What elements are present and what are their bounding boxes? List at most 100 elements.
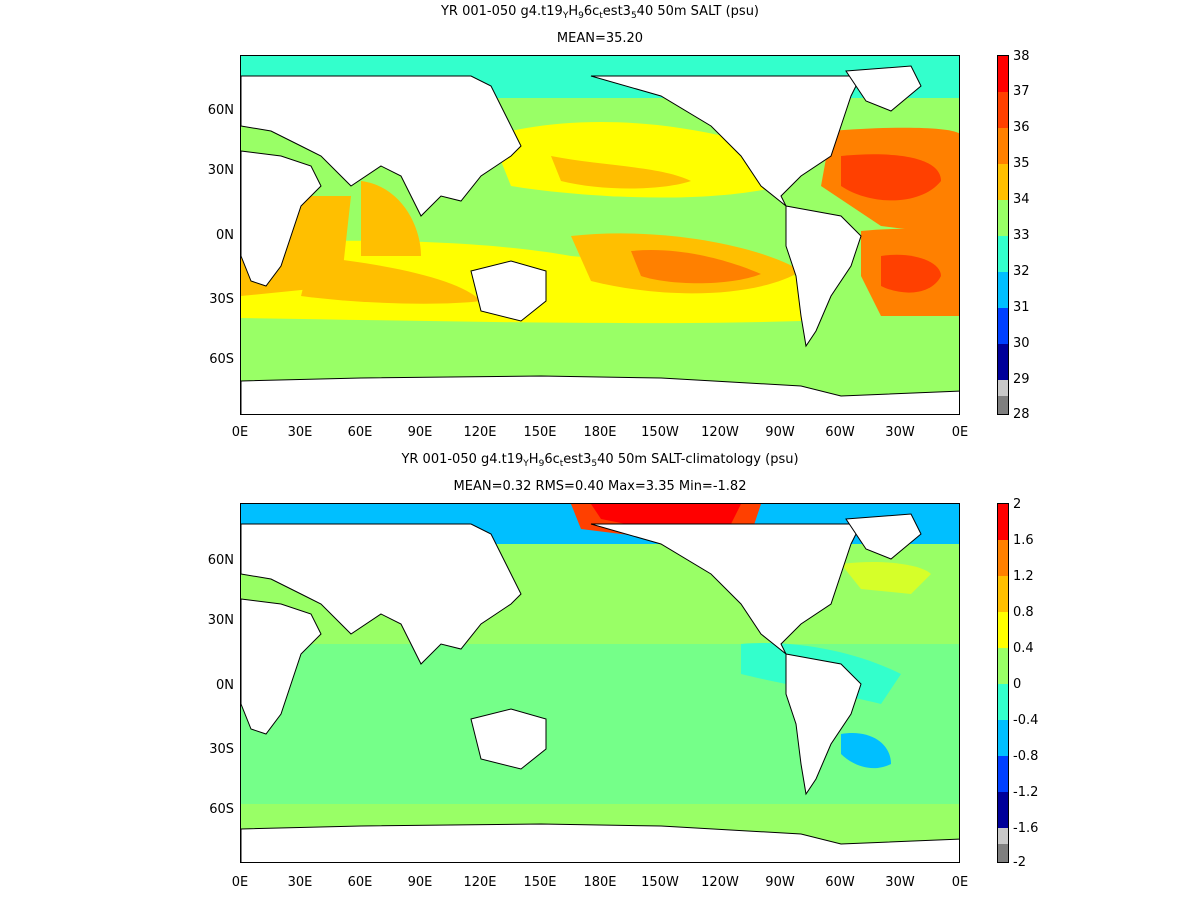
lon-label: 120E bbox=[463, 425, 497, 440]
colorbar-tick: 34 bbox=[1013, 192, 1030, 207]
colorbar-tick: 36 bbox=[1013, 120, 1030, 135]
lat-label: 30S bbox=[209, 742, 234, 757]
lon-label: 0E bbox=[951, 425, 969, 440]
salinity-bias-map-svg bbox=[241, 504, 959, 862]
lon-label: 30E bbox=[287, 425, 313, 440]
colorbar-tick: 35 bbox=[1013, 156, 1030, 171]
salinity-bias-map bbox=[240, 503, 960, 863]
colorbar-tick: 0.4 bbox=[1013, 641, 1034, 656]
lat-label: 30S bbox=[209, 292, 234, 307]
north-america bbox=[590, 523, 862, 655]
north-atlantic-high bbox=[841, 154, 941, 201]
greenland bbox=[845, 65, 922, 112]
lon-label: 0E bbox=[951, 875, 969, 890]
lon-label: 150E bbox=[523, 425, 557, 440]
colorbar-swatch bbox=[998, 756, 1008, 792]
lon-label: 30W bbox=[885, 875, 915, 890]
colorbar-tick: -1.6 bbox=[1013, 821, 1039, 836]
top-panel-title: YR 001-050 g4.t19YH96ctest3540 50m SALT … bbox=[440, 4, 760, 21]
africa bbox=[241, 598, 322, 735]
colorbar-swatch bbox=[998, 504, 1008, 540]
colorbar-tick: 0 bbox=[1013, 677, 1022, 692]
colorbar-swatch bbox=[998, 828, 1008, 844]
colorbar-tick: -1.2 bbox=[1013, 785, 1039, 800]
colorbar-swatch bbox=[998, 720, 1008, 756]
arctic-peak-bias bbox=[591, 504, 741, 529]
lat-label: 30N bbox=[207, 163, 234, 178]
colorbar-swatch bbox=[998, 844, 1008, 862]
lon-label: 120W bbox=[701, 425, 739, 440]
colorbar-swatch bbox=[998, 272, 1008, 308]
south-america bbox=[785, 205, 862, 348]
south-atlantic-low bbox=[841, 733, 891, 769]
colorbar-tick: 38 bbox=[1013, 49, 1030, 64]
eurasia bbox=[241, 75, 522, 217]
colorbar-tick: 31 bbox=[1013, 300, 1030, 315]
lon-label: 60E bbox=[347, 875, 373, 890]
colorbar-swatch bbox=[998, 56, 1008, 92]
top-colorbar bbox=[997, 55, 1009, 415]
lon-label: 90E bbox=[407, 875, 433, 890]
lon-label: 30E bbox=[287, 875, 313, 890]
lon-label: 0E bbox=[231, 875, 249, 890]
africa bbox=[241, 150, 322, 287]
top-panel-subtitle: MEAN=35.20 bbox=[556, 31, 644, 46]
colorbar-swatch bbox=[998, 648, 1008, 684]
colorbar-swatch bbox=[998, 92, 1008, 128]
colorbar-swatch bbox=[998, 236, 1008, 272]
south-atlantic-high bbox=[881, 254, 941, 293]
colorbar-tick: -2 bbox=[1013, 855, 1026, 870]
lat-label: 30N bbox=[207, 613, 234, 628]
eurasia bbox=[241, 523, 522, 665]
lon-label: 180E bbox=[583, 425, 617, 440]
lat-label: 60S bbox=[209, 802, 234, 817]
colorbar-tick: 37 bbox=[1013, 84, 1030, 99]
lat-label: 60S bbox=[209, 352, 234, 367]
greenland bbox=[845, 513, 922, 560]
colorbar-tick: -0.4 bbox=[1013, 713, 1039, 728]
salinity-map-svg bbox=[241, 56, 959, 414]
lon-label: 90W bbox=[765, 425, 795, 440]
colorbar-swatch bbox=[998, 792, 1008, 828]
colorbar-tick: 30 bbox=[1013, 336, 1030, 351]
lon-label: 150E bbox=[523, 875, 557, 890]
colorbar-swatch bbox=[998, 344, 1008, 380]
lat-label: 0N bbox=[216, 228, 234, 243]
colorbar-tick: 0.8 bbox=[1013, 605, 1034, 620]
top-panel: YR 001-050 g4.t19YH96ctest3540 50m SALT … bbox=[207, 4, 1030, 440]
colorbar-swatch bbox=[998, 128, 1008, 164]
north-atlantic-high-bias bbox=[841, 562, 931, 594]
colorbar-swatch bbox=[998, 164, 1008, 200]
colorbar-tick: 33 bbox=[1013, 228, 1030, 243]
antarctica bbox=[241, 375, 959, 414]
colorbar-swatch bbox=[998, 540, 1008, 576]
australia bbox=[470, 708, 547, 770]
lon-label: 150W bbox=[641, 875, 679, 890]
salinity-map bbox=[240, 55, 960, 415]
colorbar-swatch bbox=[998, 200, 1008, 236]
colorbar-tick: 28 bbox=[1013, 407, 1030, 422]
lat-label: 60N bbox=[207, 553, 234, 568]
bottom-colorbar bbox=[997, 503, 1009, 863]
colorbar-tick: 2 bbox=[1013, 497, 1022, 512]
colorbar-swatch bbox=[998, 576, 1008, 612]
colorbar-tick: 32 bbox=[1013, 264, 1030, 279]
lat-label: 60N bbox=[207, 103, 234, 118]
colorbar-swatch bbox=[998, 612, 1008, 648]
bottom-panel: YR 001-050 g4.t19YH96ctest3540 50m SALT-… bbox=[0, 450, 1200, 900]
lon-label: 60W bbox=[825, 875, 855, 890]
lon-label: 60E bbox=[347, 425, 373, 440]
lon-label: 180E bbox=[583, 875, 617, 890]
southern-ocean-low-bias bbox=[241, 644, 959, 804]
north-pacific-high bbox=[551, 156, 691, 189]
lon-label: 30W bbox=[885, 425, 915, 440]
colorbar-swatch bbox=[998, 684, 1008, 720]
colorbar-tick: 1.2 bbox=[1013, 569, 1034, 584]
bottom-panel-subtitle: MEAN=0.32 RMS=0.40 Max=3.35 Min=-1.82 bbox=[453, 479, 747, 494]
bottom-panel-title: YR 001-050 g4.t19YH96ctest3540 50m SALT-… bbox=[401, 452, 799, 469]
colorbar-swatch bbox=[998, 380, 1008, 396]
north-america bbox=[590, 75, 862, 207]
lon-label: 150W bbox=[641, 425, 679, 440]
colorbar-tick: 29 bbox=[1013, 372, 1030, 387]
south-pacific-high bbox=[631, 250, 761, 284]
